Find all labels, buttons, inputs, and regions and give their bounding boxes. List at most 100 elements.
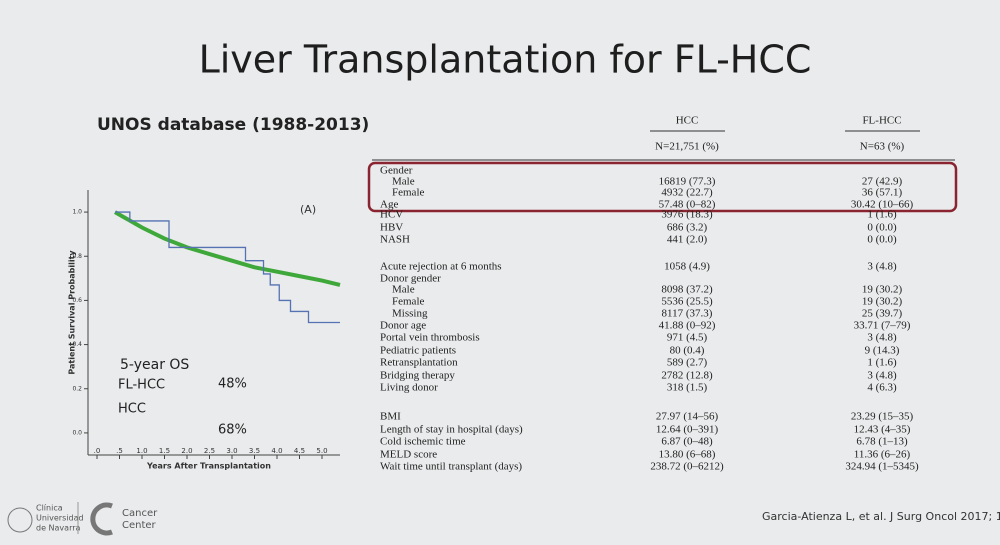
series-label: HCC — [118, 402, 146, 417]
survival-curve — [114, 210, 341, 287]
cell: 80 (0.4) — [670, 345, 705, 357]
column-header: FL-HCC — [862, 115, 901, 127]
cell: 36 (57.1) — [862, 187, 903, 199]
slide-title: Liver Transplantation for FL-HCC — [199, 38, 812, 82]
logo-text: Cancer — [122, 508, 158, 519]
cell: 2782 (12.8) — [661, 370, 713, 382]
row-label: HCV — [380, 209, 403, 221]
cell: 57.48 (0–82) — [659, 199, 716, 211]
cell: 6.78 (1–13) — [856, 436, 908, 448]
y-tick-label: 0.8 — [72, 253, 82, 260]
y-tick-label: 0.0 — [72, 429, 82, 436]
subtitle: UNOS database (1988-2013) — [97, 115, 369, 135]
row-label: Male — [392, 284, 415, 296]
logo-mark — [90, 502, 113, 536]
cell: 19 (30.2) — [862, 296, 903, 308]
cell: 686 (3.2) — [667, 222, 708, 234]
cell: 12.43 (4–35) — [854, 424, 911, 436]
cell: 1 (1.6) — [867, 209, 897, 221]
x-tick-label: 5.0 — [316, 447, 327, 455]
series-label: FL-HCC — [118, 378, 165, 393]
logo-seal — [7, 507, 33, 533]
cell: 16819 (77.3) — [659, 176, 716, 188]
x-tick-label: 1.5 — [159, 447, 170, 455]
cell: 11.36 (6–26) — [854, 449, 911, 461]
cell: 3 (4.8) — [867, 370, 897, 382]
row-label: Female — [392, 296, 424, 308]
cell: 3 (4.8) — [867, 261, 897, 273]
row-label: Acute rejection at 6 months — [380, 261, 502, 273]
cell: 1 (1.6) — [867, 357, 897, 369]
cell: 27.97 (14–56) — [656, 411, 719, 423]
row-label: HBV — [380, 222, 403, 234]
row-label: Missing — [392, 308, 428, 320]
logo-text: de Navarra — [36, 524, 81, 533]
x-tick-label: 1.0 — [136, 447, 147, 455]
cell: 441 (2.0) — [667, 234, 708, 246]
row-label: Length of stay in hospital (days) — [380, 424, 523, 436]
row-label: Age — [380, 199, 398, 211]
cell: 8117 (37.3) — [662, 308, 713, 320]
row-label: Wait time until transplant (days) — [380, 461, 522, 473]
row-label: Donor age — [380, 320, 426, 332]
cell: 589 (2.7) — [667, 357, 708, 369]
column-header: HCC — [676, 115, 699, 127]
citation: Garcia-Atienza L, et al. J Surg Oncol 20… — [762, 510, 1000, 523]
row-label: Bridging therapy — [380, 370, 455, 382]
cell: 13.80 (6–68) — [659, 449, 716, 461]
row-label: Portal vein thrombosis — [380, 332, 480, 344]
cell: 33.71 (7–79) — [854, 320, 911, 332]
cell: 27 (42.9) — [862, 176, 903, 188]
y-tick-label: 0.4 — [72, 341, 82, 348]
row-label: Pediatric patients — [380, 345, 456, 357]
cell: 41.88 (0–92) — [659, 320, 716, 332]
x-tick-label: 2.0 — [181, 447, 192, 455]
cell: 8098 (37.2) — [661, 284, 713, 296]
cell: 1058 (4.9) — [664, 261, 710, 273]
x-tick-label: 3.0 — [226, 447, 237, 455]
x-tick-label: .0 — [94, 447, 101, 455]
x-tick-label: 3.5 — [249, 447, 260, 455]
row-label: Male — [392, 176, 415, 188]
y-tick-label: 0.6 — [72, 297, 82, 304]
row-label: Living donor — [380, 382, 438, 394]
cell: 5536 (25.5) — [661, 296, 713, 308]
logo-text: Clínica — [36, 504, 63, 513]
column-header: N=63 (%) — [860, 141, 905, 153]
annotation: 68% — [218, 423, 247, 438]
y-axis-label: Patient Survival Probability — [68, 250, 77, 375]
x-tick-label: .5 — [116, 447, 123, 455]
cell: 4932 (22.7) — [661, 187, 713, 199]
y-tick-label: 1.0 — [72, 209, 82, 216]
row-label: Gender — [380, 165, 413, 177]
logo-text: Center — [122, 520, 157, 531]
cell: 12.64 (0–391) — [656, 424, 719, 436]
row-label: Cold ischemic time — [380, 436, 466, 448]
row-label: Female — [392, 187, 424, 199]
cell: 238.72 (0–6212) — [650, 461, 724, 473]
x-axis-label: Years After Transplantation — [146, 462, 271, 471]
cell: 3976 (18.3) — [661, 209, 713, 221]
cell: 9 (14.3) — [865, 345, 900, 357]
cell: 971 (4.5) — [667, 332, 708, 344]
cell: 4 (6.3) — [867, 382, 897, 394]
logo-text: Universidad — [36, 514, 84, 523]
panel-label: (A) — [300, 203, 316, 216]
column-header: N=21,751 (%) — [655, 141, 719, 153]
cell: 23.29 (15–35) — [851, 411, 914, 423]
row-label: MELD score — [380, 449, 437, 461]
cell: 324.94 (1–5345) — [845, 461, 919, 473]
row-label: Donor gender — [380, 273, 441, 285]
cell: 0 (0.0) — [867, 222, 897, 234]
x-tick-label: 4.0 — [271, 447, 282, 455]
cell: 6.87 (0–48) — [661, 436, 713, 448]
cell: 0 (0.0) — [867, 234, 897, 246]
highlight-box — [367, 161, 958, 213]
cell: 19 (30.2) — [862, 284, 903, 296]
cell: 3 (4.8) — [867, 332, 897, 344]
x-tick-label: 4.5 — [294, 447, 305, 455]
row-label: NASH — [380, 234, 410, 246]
